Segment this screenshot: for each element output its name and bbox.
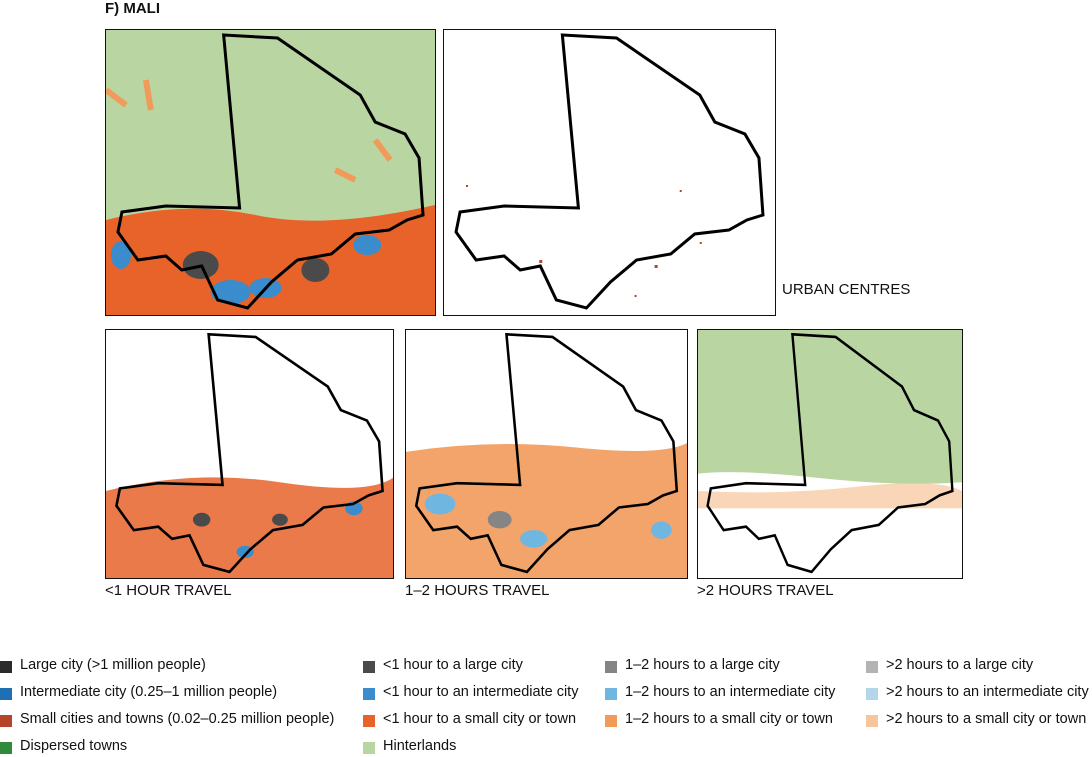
legend-swatch [0,715,12,727]
legend-swatch [0,742,12,754]
legend-label: 1–2 hours to a large city [625,657,780,673]
legend-swatch [605,715,617,727]
legend-label: Intermediate city (0.25–1 million people… [20,684,278,700]
legend-label: 1–2 hours to an intermediate city [625,684,836,700]
legend-swatch [866,661,878,673]
legend-label: Small cities and towns (0.02–0.25 millio… [20,711,335,727]
legend-swatch [363,661,375,673]
map-over-2-hours [697,329,963,579]
legend-label: 1–2 hours to a small city or town [625,711,833,727]
map-under-1-hour [105,329,394,579]
legend-swatch [363,742,375,754]
panel-label: URBAN CENTRES [782,281,911,298]
panel-label: 1–2 HOURS TRAVEL [405,582,550,599]
legend-label: Hinterlands [383,738,457,754]
figure-title: F) MALI [105,0,160,17]
legend-label: <1 hour to a large city [383,657,523,673]
legend-swatch [605,688,617,700]
legend-swatch [866,688,878,700]
legend-label: >2 hours to an intermediate city [886,684,1089,700]
panel-label: >2 HOURS TRAVEL [697,582,834,599]
legend-label: >2 hours to a small city or town [886,711,1087,727]
legend-label: Large city (>1 million people) [20,657,206,673]
panel-label: <1 HOUR TRAVEL [105,582,232,599]
legend-swatch [605,661,617,673]
map-overall [105,29,436,316]
legend-swatch [363,715,375,727]
legend-label: <1 hour to an intermediate city [383,684,579,700]
legend-swatch [363,688,375,700]
legend-label: <1 hour to a small city or town [383,711,577,727]
map-urban-centres [443,29,776,316]
legend-swatch [0,661,12,673]
legend-swatch [0,688,12,700]
legend-label: >2 hours to a large city [886,657,1034,673]
legend-label: Dispersed towns [20,738,128,754]
legend-swatch [866,715,878,727]
map-1-2-hours [405,329,688,579]
